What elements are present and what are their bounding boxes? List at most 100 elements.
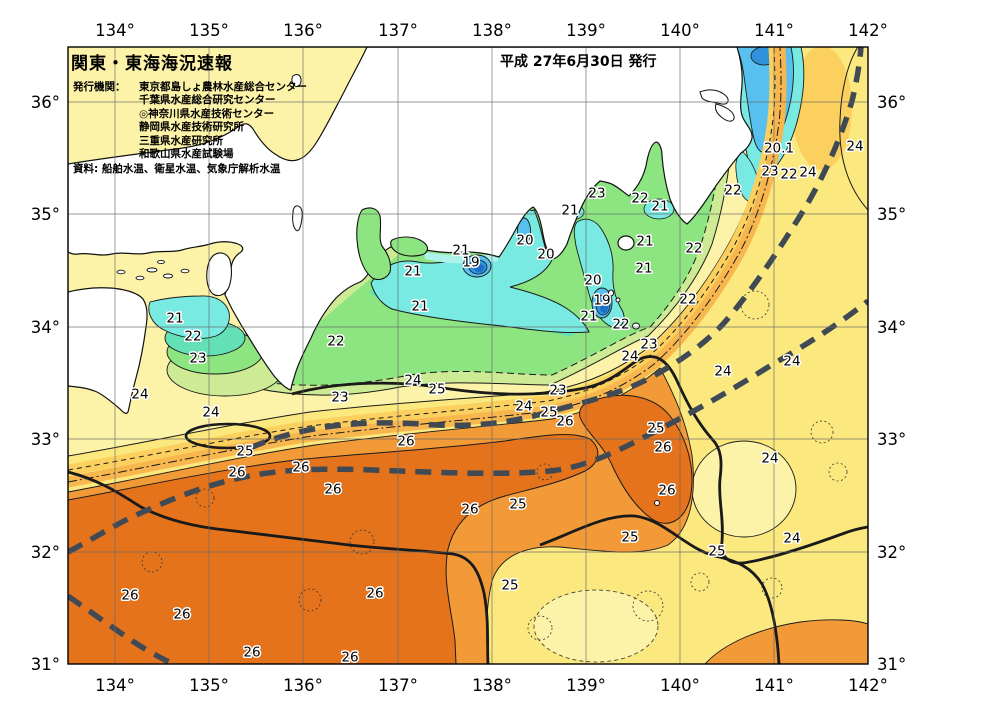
- temp-label: 24: [714, 364, 731, 380]
- temp-label: 25: [621, 530, 638, 546]
- lake-kasumigaura: [699, 89, 735, 122]
- temp-label: 21: [635, 261, 652, 277]
- axis-label: 134°: [95, 21, 135, 40]
- cold-core-izu-18: [600, 301, 608, 313]
- issuer-org: 千葉県水産総合研究センター: [139, 94, 276, 107]
- axis-label: 34°: [31, 318, 60, 337]
- axis-label: 137°: [378, 21, 418, 40]
- thick-contour-25-southeast: [539, 514, 781, 664]
- axis-label: 138°: [472, 21, 512, 40]
- axis-label: 34°: [877, 318, 906, 337]
- issuer-org: 静岡県水産技術研究所: [139, 121, 244, 134]
- sea-core-26: [579, 394, 693, 524]
- inland-sea-islets: [116, 259, 190, 281]
- temp-label: 24: [131, 387, 148, 403]
- temp-label: 25: [540, 405, 557, 421]
- temp-label: 25: [647, 421, 664, 437]
- land-awaji: [206, 252, 232, 297]
- sea-patch-24-ne: [792, 47, 852, 170]
- temp-label: 26: [121, 588, 138, 604]
- temp-label: 22: [327, 334, 344, 350]
- temp-label: 21: [651, 199, 668, 215]
- thick-contour-25-loop: [184, 422, 272, 450]
- sea-band-25-se: [704, 619, 868, 664]
- axis-label: 136°: [283, 676, 323, 695]
- temp-label: 23: [588, 186, 605, 202]
- axis-label: 33°: [31, 430, 60, 449]
- issue-date: 平成 27年6月30日 発行: [500, 54, 657, 70]
- sea-patch-23-se: [533, 589, 659, 663]
- island-shikine: [615, 297, 621, 303]
- mikawa-bay: [390, 236, 429, 257]
- temp-label: 26: [397, 434, 414, 450]
- temp-label: 24: [783, 354, 800, 370]
- temp-label: 24: [404, 373, 421, 389]
- temp-label: 23: [761, 164, 778, 180]
- temp-label: 26: [341, 650, 358, 666]
- temp-label: 22: [685, 241, 702, 257]
- axis-label: 135°: [189, 21, 229, 40]
- temp-label: 24: [846, 139, 863, 155]
- island-niijima: [608, 289, 614, 297]
- temp-label: 26: [228, 465, 245, 481]
- issuer-org: 東京都島しょ農林水産総合センター: [139, 81, 307, 93]
- axis-label: 36°: [877, 93, 906, 112]
- temp-label: 19: [462, 255, 479, 271]
- temp-label: 23: [189, 351, 206, 367]
- axis-labels: 134° 134° 135° 135° 136° 136° 137° 137° 138° 138°…: [31, 21, 907, 695]
- axis-label: 32°: [31, 543, 60, 562]
- axis-label: 142°: [848, 21, 888, 40]
- temp-label: 21: [452, 243, 469, 259]
- island-hachijo: [654, 500, 660, 506]
- contour-25-dashdot: [68, 47, 782, 483]
- temp-label: 23: [331, 390, 348, 406]
- temp-label: 25: [509, 497, 526, 513]
- land-group: [68, 47, 753, 506]
- temp-label: 22: [780, 167, 797, 183]
- temp-label: 25: [428, 382, 445, 398]
- issuers-list: 東京都島しょ農林水産総合センター 千葉県水産総合研究センター ◎神奈川県水産技術セン…: [139, 81, 307, 161]
- temp-label: 26: [324, 482, 341, 498]
- lake-biwa: [292, 205, 303, 232]
- temp-label: 24: [783, 531, 800, 547]
- kuroshio-axis-north: [248, 47, 864, 451]
- temp-label: 21: [636, 234, 653, 250]
- issuers-block: 発行機関： 東京都島しょ農林水産総合センター 千葉県水産総合研究センター ◎神奈川県…: [73, 81, 307, 161]
- axis-label: 139°: [566, 21, 606, 40]
- map-border: [67, 46, 869, 665]
- temp-label: 21: [580, 309, 597, 325]
- temp-label: 26: [556, 414, 573, 430]
- temp-label: 26: [654, 440, 671, 456]
- temp-label: 22: [679, 292, 696, 308]
- temp-label: 24: [202, 405, 219, 421]
- temp-label: 20.1: [764, 141, 794, 157]
- graticule: [68, 47, 868, 664]
- temp-label: 25: [501, 578, 518, 594]
- islet-wakasa: [291, 74, 302, 88]
- issuers-label: 発行機関：: [73, 81, 126, 93]
- contour-22-5: [254, 47, 728, 386]
- axis-label: 140°: [660, 21, 700, 40]
- temp-label: 24: [621, 349, 638, 365]
- temp-label: 25: [708, 544, 725, 560]
- axis-label: 36°: [31, 93, 60, 112]
- map-canvas: [68, 47, 868, 664]
- temp-label: 26: [173, 607, 190, 623]
- contour-24-5-dashed: [68, 47, 776, 471]
- temp-label: 24: [761, 451, 778, 467]
- axis-label: 141°: [754, 21, 794, 40]
- axis-label: 138°: [472, 676, 512, 695]
- land-shikoku: [68, 287, 148, 415]
- axis-label: 31°: [31, 655, 60, 674]
- axis-label: 134°: [95, 676, 135, 695]
- temp-label: 24: [799, 165, 816, 181]
- page-title: 関東・東海海況速報: [71, 54, 233, 74]
- temp-label: 22: [612, 317, 629, 333]
- axis-label: 35°: [31, 205, 60, 224]
- suruga-core-20: [517, 217, 531, 245]
- thick-contour-25-south: [68, 470, 490, 664]
- temp-label: 26: [243, 645, 260, 661]
- temp-label: 21: [166, 311, 183, 327]
